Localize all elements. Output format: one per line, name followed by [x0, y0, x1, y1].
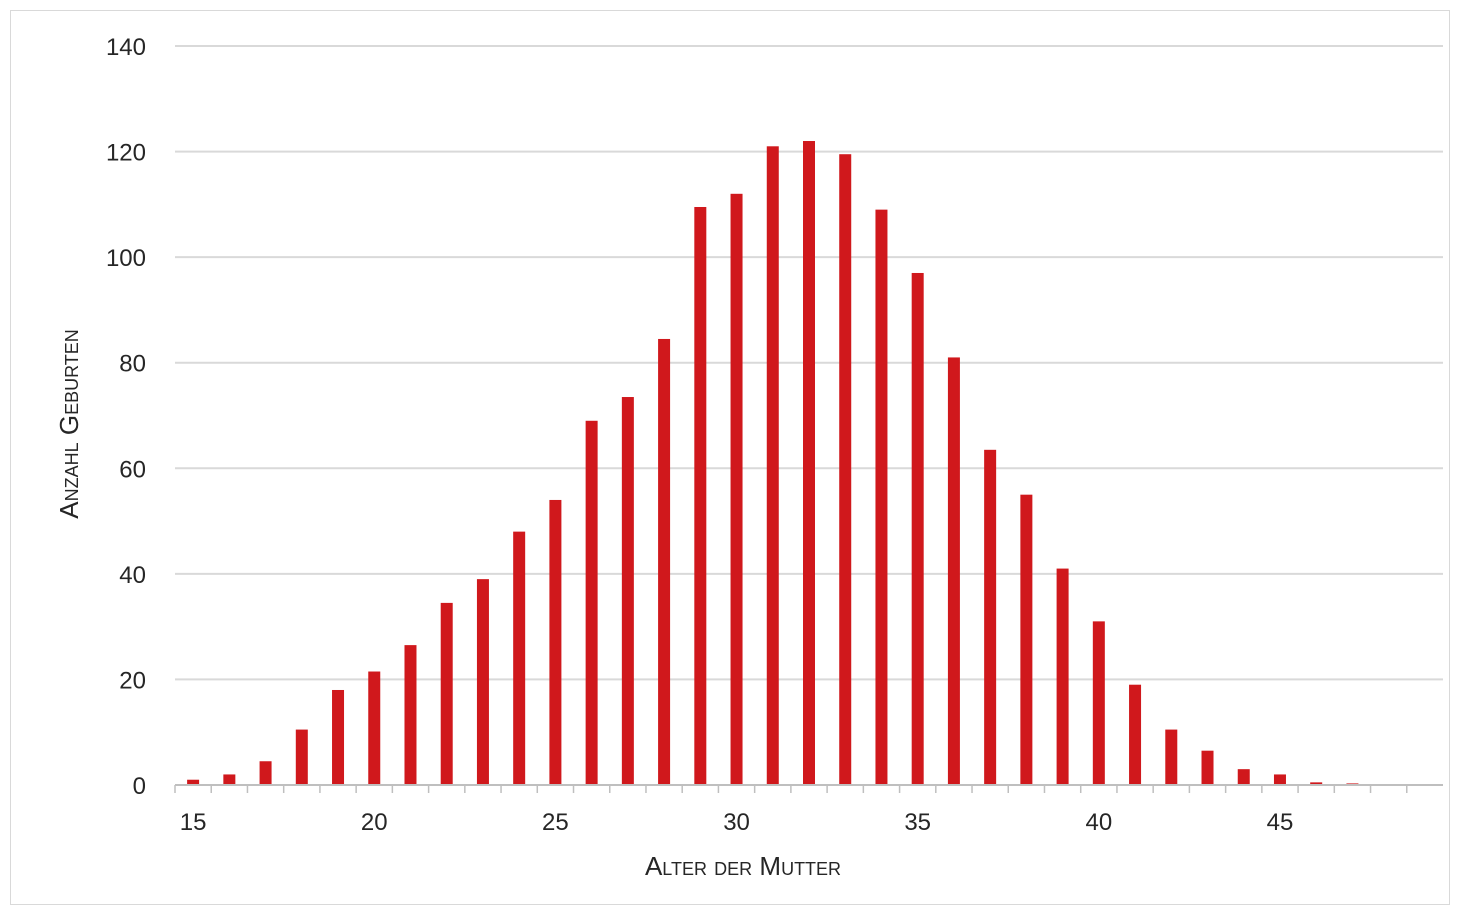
- bar-age-41: [1129, 684, 1142, 785]
- bar-age-36: [947, 357, 960, 785]
- y-tick-label-120: 120: [106, 140, 146, 167]
- x-tick-label-20: 20: [361, 809, 388, 836]
- bar-age-25: [549, 499, 562, 785]
- y-tick-label-20: 20: [119, 667, 146, 694]
- bar-age-40: [1092, 621, 1105, 785]
- x-tick-label-30: 30: [723, 809, 750, 836]
- bar-age-43: [1201, 750, 1214, 785]
- bar-age-20: [368, 671, 381, 785]
- bar-age-18: [295, 729, 308, 785]
- bar-age-16: [223, 774, 236, 785]
- bar-age-22: [440, 602, 453, 785]
- x-axis-title: Alter der Mutter: [645, 851, 841, 881]
- bar-age-30: [730, 193, 743, 786]
- bar-age-39: [1056, 568, 1069, 785]
- x-tick-label-35: 35: [904, 809, 931, 836]
- bar-age-38: [1020, 494, 1033, 785]
- x-axis-tick-labels: 15 20 25 30 35 40 45: [180, 809, 1294, 836]
- y-tick-label-100: 100: [106, 245, 146, 272]
- bar-age-46: [1310, 782, 1323, 785]
- bar-age-15: [187, 779, 200, 785]
- y-tick-label-60: 60: [119, 456, 146, 483]
- y-axis-title: Anzahl Geburten: [54, 329, 84, 518]
- x-tick-label-45: 45: [1267, 809, 1294, 836]
- chart-frame: 0 20 40 60 80 100 120 140 15 20 25 30 35 40 45 Alter …: [10, 10, 1450, 905]
- x-axis: [174, 784, 1443, 793]
- bar-age-21: [404, 645, 417, 785]
- bar-age-45: [1273, 774, 1286, 785]
- y-tick-label-0: 0: [133, 773, 146, 800]
- bar-age-31: [766, 146, 779, 786]
- bars: [187, 141, 1359, 786]
- x-tick-label-25: 25: [542, 809, 569, 836]
- bar-age-23: [476, 579, 489, 785]
- y-tick-label-80: 80: [119, 351, 146, 378]
- bar-age-17: [259, 761, 272, 785]
- y-tick-label-140: 140: [106, 34, 146, 61]
- x-tick-label-40: 40: [1085, 809, 1112, 836]
- bar-age-33: [839, 154, 852, 786]
- bar-age-44: [1237, 769, 1250, 785]
- bar-age-32: [803, 141, 815, 785]
- bar-age-26: [585, 420, 598, 785]
- bar-age-42: [1165, 729, 1178, 785]
- births-by-mother-age-chart: 0 20 40 60 80 100 120 140 15 20 25 30 35 40 45 Alter …: [54, 34, 1443, 881]
- bar-age-27: [621, 397, 634, 785]
- bar-age-19: [332, 689, 345, 785]
- y-tick-label-40: 40: [119, 562, 146, 589]
- bar-age-29: [694, 206, 707, 785]
- bar-age-28: [658, 338, 671, 785]
- x-tick-label-15: 15: [180, 809, 207, 836]
- bar-age-34: [875, 209, 888, 785]
- bar-age-35: [911, 272, 924, 785]
- bar-age-37: [984, 449, 997, 785]
- bar-age-24: [513, 531, 526, 785]
- y-axis-tick-labels: 0 20 40 60 80 100 120 140: [106, 34, 146, 800]
